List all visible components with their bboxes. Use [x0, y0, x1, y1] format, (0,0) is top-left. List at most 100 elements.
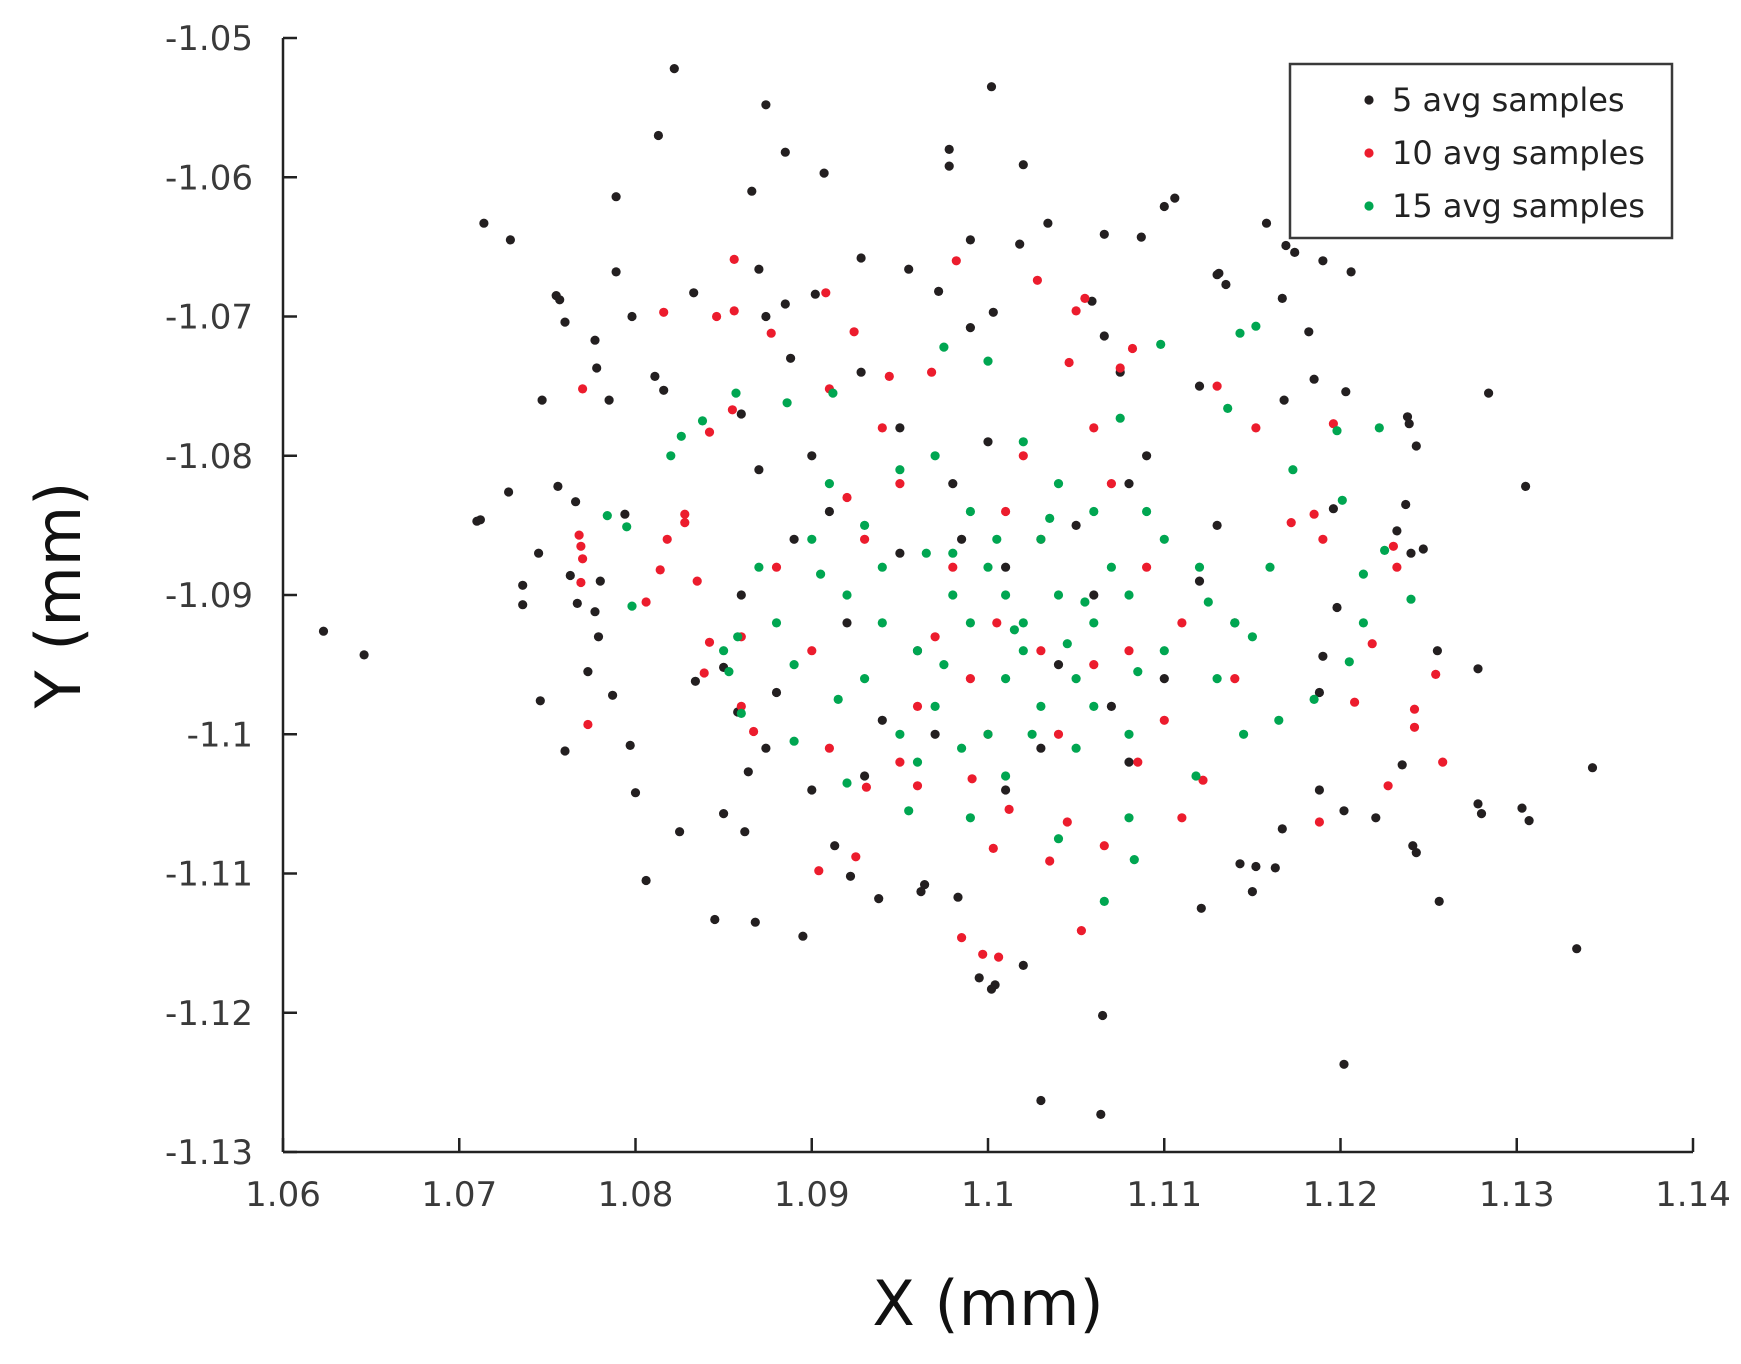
data-point [1089, 506, 1099, 517]
data-point [930, 729, 940, 739]
data-point [1434, 896, 1444, 907]
data-point [948, 590, 958, 600]
data-point [655, 565, 665, 575]
y-tick-label: -1.11 [165, 855, 253, 895]
data-point [1367, 639, 1377, 649]
data-point [807, 785, 817, 795]
data-point [1142, 562, 1152, 572]
data-point [957, 933, 967, 943]
legend-label: 5 avg samples [1392, 81, 1625, 119]
data-point [833, 694, 843, 705]
data-point [1309, 374, 1319, 384]
data-point [895, 729, 905, 739]
data-point [1251, 321, 1261, 331]
data-point [1001, 771, 1011, 781]
data-point [948, 479, 958, 489]
data-point [948, 562, 958, 572]
data-point [1314, 687, 1324, 698]
data-point [1337, 495, 1347, 505]
data-point [1484, 388, 1494, 398]
data-point [1318, 651, 1328, 661]
data-point [712, 311, 722, 322]
data-point [912, 757, 923, 767]
y-tick-label: -1.05 [165, 19, 253, 59]
data-point [608, 690, 618, 700]
legend-marker [1364, 148, 1374, 158]
data-point [965, 235, 976, 245]
data-point [1127, 343, 1138, 354]
data-point [1071, 306, 1081, 316]
data-point [620, 509, 630, 519]
data-point [978, 949, 988, 959]
data-point [611, 267, 621, 277]
data-point [874, 894, 884, 904]
data-point [856, 367, 866, 377]
data-point [895, 423, 905, 433]
data-point [819, 168, 829, 178]
data-point [1212, 520, 1222, 531]
data-point [920, 880, 930, 890]
data-point [675, 827, 685, 837]
data-point [1388, 541, 1398, 551]
data-point [1247, 887, 1257, 897]
y-tick-label: -1.09 [165, 576, 253, 616]
data-point [1071, 674, 1081, 684]
legend-label: 15 avg samples [1392, 187, 1645, 225]
data-point [1251, 861, 1261, 872]
data-point [856, 253, 866, 263]
data-point [930, 632, 940, 642]
data-point [983, 729, 993, 739]
data-point [1279, 395, 1289, 405]
data-point [948, 548, 958, 558]
x-tick-label: 1.13 [1479, 1175, 1555, 1215]
data-point [479, 218, 489, 228]
data-point [965, 674, 976, 684]
data-point [1288, 465, 1298, 475]
data-point [877, 423, 887, 433]
data-point [1406, 594, 1416, 604]
data-point [1191, 771, 1201, 781]
data-point [965, 813, 976, 823]
data-point [1142, 506, 1152, 517]
x-axis-ticks: 1.06 1.07 1.08 1.09 1.1 1.11 1.12 1.13 1.14 [245, 1138, 1731, 1215]
data-point [699, 668, 709, 678]
data-point [1314, 817, 1324, 827]
data-point [1328, 419, 1338, 429]
data-point [1251, 423, 1261, 433]
data-point [821, 288, 831, 298]
data-point [1053, 590, 1064, 600]
data-point [1411, 441, 1421, 451]
data-point [1196, 903, 1206, 913]
data-point [1089, 423, 1099, 433]
legend-label: 10 avg samples [1392, 134, 1645, 172]
data-point [782, 398, 792, 408]
data-point [780, 147, 790, 157]
data-point [1344, 657, 1354, 667]
data-point [860, 674, 870, 684]
data-point [807, 646, 817, 656]
data-point [537, 395, 547, 405]
data-point [1473, 799, 1483, 809]
data-point [884, 371, 894, 381]
data-point [1133, 667, 1143, 677]
data-point [578, 384, 588, 394]
data-point [1230, 674, 1240, 684]
data-point [1408, 841, 1418, 851]
data-point [736, 590, 746, 600]
data-point [1177, 813, 1187, 823]
series-3 [602, 321, 1416, 907]
data-point [1223, 403, 1233, 413]
data-point [1198, 775, 1208, 785]
data-point [743, 767, 753, 777]
data-point [934, 286, 944, 296]
data-point [690, 676, 701, 686]
x-axis-title: X (mm) [872, 1267, 1103, 1340]
x-tick-label: 1.08 [598, 1175, 674, 1215]
data-point [1053, 479, 1064, 489]
series-2 [574, 254, 1448, 962]
data-point [1099, 841, 1109, 851]
data-point [704, 427, 715, 437]
data-point [1018, 160, 1028, 170]
y-tick-label: -1.08 [165, 437, 253, 477]
